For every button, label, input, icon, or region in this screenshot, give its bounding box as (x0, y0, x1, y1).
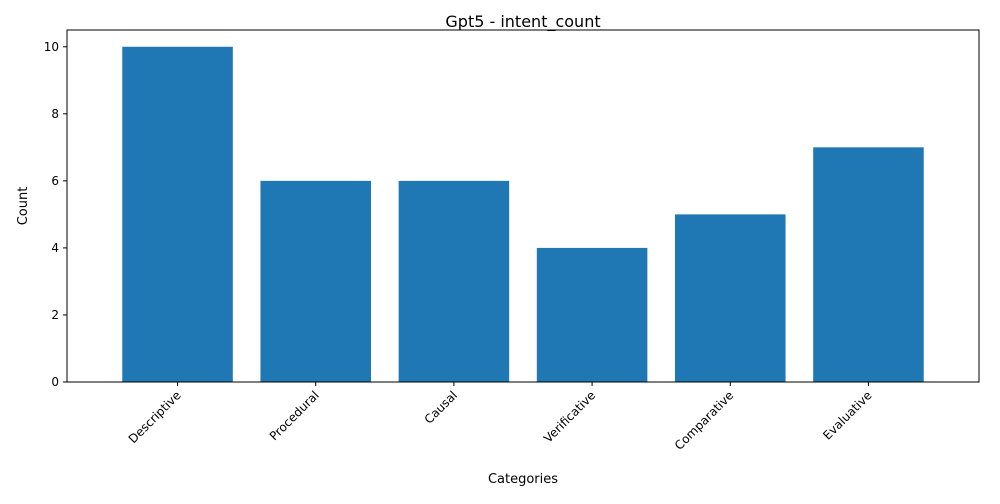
y-axis-title: Count (16, 187, 31, 226)
x-axis: Descriptive Procedural Causal Verificative C… (126, 382, 875, 453)
bar-descriptive (122, 46, 233, 383)
bar-causal (398, 180, 510, 382)
plot-frame (66, 29, 980, 383)
y-tick-label: 2 (51, 308, 59, 322)
x-tick-label: Verificative (541, 388, 598, 445)
y-tick-label: 8 (51, 107, 59, 121)
y-tick-label: 6 (51, 174, 59, 188)
x-tick-label: Procedural (267, 388, 322, 443)
y-axis: 0 2 4 6 8 10 (44, 40, 67, 389)
x-axis-title: Categories (488, 472, 558, 487)
x-tick-label: Comparative (672, 388, 736, 452)
y-tick-label: 0 (51, 375, 59, 389)
chart-title: Gpt5 - intent_count (445, 12, 600, 32)
x-tick-label: Descriptive (126, 388, 184, 446)
x-tick-label: Causal (422, 388, 460, 426)
x-tick-label: Evaluative (820, 388, 874, 442)
bar-evaluative (813, 147, 924, 382)
y-tick-label: 4 (51, 241, 59, 255)
bars-layer (122, 46, 924, 383)
bar-procedural (260, 180, 371, 382)
bar-comparative (675, 214, 786, 382)
bar-verificative (536, 247, 648, 382)
y-tick-label: 10 (44, 40, 59, 54)
